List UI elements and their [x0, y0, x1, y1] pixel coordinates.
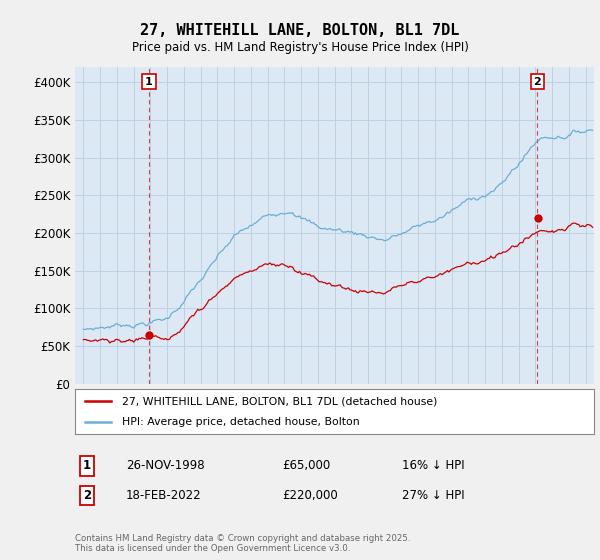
Text: 2: 2 — [83, 489, 91, 502]
Text: 2: 2 — [533, 77, 541, 87]
Text: 27, WHITEHILL LANE, BOLTON, BL1 7DL (detached house): 27, WHITEHILL LANE, BOLTON, BL1 7DL (det… — [122, 396, 437, 407]
Text: 18-FEB-2022: 18-FEB-2022 — [126, 489, 202, 502]
Text: 16% ↓ HPI: 16% ↓ HPI — [402, 459, 464, 473]
Text: 27% ↓ HPI: 27% ↓ HPI — [402, 489, 464, 502]
Text: HPI: Average price, detached house, Bolton: HPI: Average price, detached house, Bolt… — [122, 417, 359, 427]
Text: £65,000: £65,000 — [282, 459, 330, 473]
Text: 26-NOV-1998: 26-NOV-1998 — [126, 459, 205, 473]
Text: 1: 1 — [83, 459, 91, 473]
Text: Price paid vs. HM Land Registry's House Price Index (HPI): Price paid vs. HM Land Registry's House … — [131, 41, 469, 54]
Text: 1: 1 — [145, 77, 153, 87]
Text: 27, WHITEHILL LANE, BOLTON, BL1 7DL: 27, WHITEHILL LANE, BOLTON, BL1 7DL — [140, 24, 460, 38]
Text: £220,000: £220,000 — [282, 489, 338, 502]
Text: Contains HM Land Registry data © Crown copyright and database right 2025.
This d: Contains HM Land Registry data © Crown c… — [75, 534, 410, 553]
